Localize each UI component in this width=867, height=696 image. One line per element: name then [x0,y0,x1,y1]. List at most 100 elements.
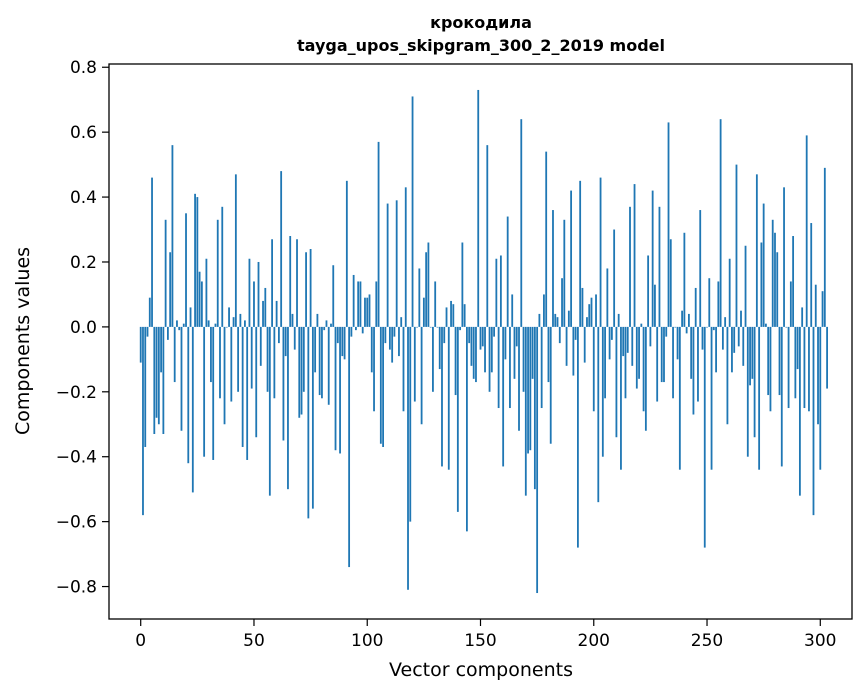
bar-129 [432,326,434,392]
bar-211 [617,313,620,327]
bar-33 [214,323,217,327]
bar-15 [173,326,176,383]
bar-218 [633,184,636,327]
bar-99 [364,297,366,327]
bar-150 [479,326,482,350]
bar-136 [447,326,450,470]
bar-191 [572,326,575,376]
bar-230 [660,326,663,383]
bar-139 [454,326,457,396]
bar-127 [427,242,430,327]
bar-105 [377,141,380,327]
bar-144 [466,326,468,532]
bar-181 [549,326,552,444]
bar-302 [823,167,826,327]
bar-186 [561,278,563,327]
bar-159 [499,255,502,327]
bar-263 [735,164,738,327]
bar-179 [545,151,548,327]
bar-277 [767,326,770,396]
bar-288 [792,236,795,327]
bar-300 [819,326,822,470]
bar-239 [681,310,684,327]
bar-134 [443,326,446,344]
bar-237 [676,326,679,360]
bar-51 [255,326,258,438]
bar-266 [742,326,745,366]
bar-96 [357,281,360,327]
bar-222 [642,326,645,412]
y-tick-label: −0.4 [56,448,97,468]
bar-97 [359,281,362,327]
bar-5 [151,177,153,327]
bar-202 [597,326,600,503]
bar-269 [749,326,751,386]
bar-163 [509,326,511,409]
bar-117 [404,187,407,327]
bar-254 [715,326,717,373]
bar-261 [731,326,733,373]
bar-193 [577,326,579,548]
bar-132 [438,326,441,370]
bar-70 [298,326,301,418]
bar-253 [712,326,715,331]
bar-24 [194,193,196,327]
bar-199 [590,297,593,327]
y-axis-label: Components values [12,247,34,435]
bar-243 [690,326,693,379]
bar-244 [692,326,695,415]
bar-226 [651,190,654,327]
bar-113 [395,200,398,327]
bar-178 [543,294,545,327]
bar-3 [146,326,149,337]
bar-126 [425,252,428,327]
bar-203 [599,177,602,327]
bar-42 [234,174,237,327]
bar-217 [631,326,634,366]
bar-212 [620,326,622,470]
bar-152 [484,326,486,373]
bar-149 [477,89,480,327]
bar-240 [683,232,686,327]
bar-36 [221,206,224,327]
bar-68 [293,326,296,350]
bar-112 [393,326,396,337]
bar-229 [658,206,661,327]
bar-223 [644,326,647,431]
bar-256 [719,119,722,327]
bar-242 [688,313,690,327]
bar-83 [327,326,330,405]
bar-192 [574,326,577,340]
bar-88 [339,326,341,454]
bar-166 [515,326,518,347]
bar-155 [490,326,493,373]
bar-208 [610,326,613,340]
bars-group [139,89,828,594]
bar-247 [699,210,702,327]
bar-197 [586,317,588,327]
bar-236 [674,326,677,328]
bar-297 [812,326,815,516]
bar-157 [495,258,498,327]
bar-74 [307,326,310,519]
bar-111 [391,326,394,363]
bar-267 [744,245,747,327]
bar-13 [169,252,172,327]
bar-231 [663,326,665,383]
bar-29 [205,258,208,327]
bar-276 [765,323,767,327]
bar-290 [796,326,799,370]
bar-32 [212,326,215,460]
bar-72 [302,326,305,392]
bar-284 [783,187,785,327]
bar-249 [703,326,706,548]
bar-91 [345,180,348,327]
bar-273 [758,326,761,470]
bar-6 [153,326,156,434]
bar-187 [563,219,566,327]
chart-subtitle: tayga_upos_skipgram_300_2_2019 model [297,36,665,55]
bar-147 [472,326,475,379]
bar-206 [606,268,609,327]
bar-264 [737,326,740,347]
bar-54 [262,300,264,327]
